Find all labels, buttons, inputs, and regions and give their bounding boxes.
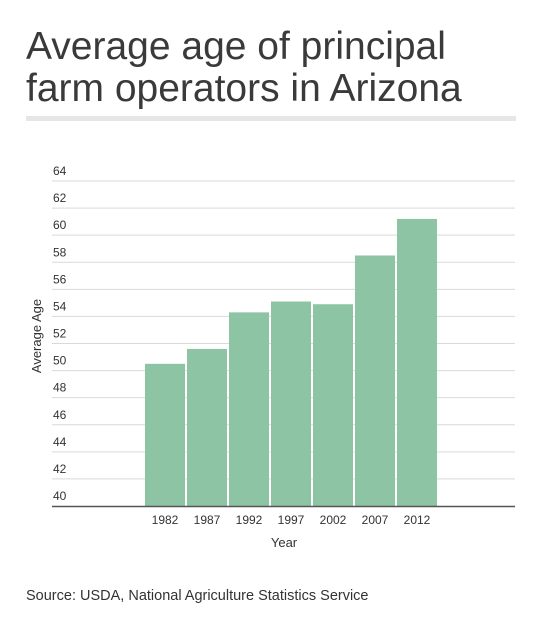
bar-1997 [271,301,311,506]
bar-1992 [229,312,269,506]
x-axis-label: Year [271,535,298,550]
title-divider [26,116,516,121]
y-tick-label: 50 [53,354,67,368]
x-tick-label: 2007 [362,513,389,527]
y-tick-label: 42 [53,462,67,476]
bar-2012 [397,218,437,506]
y-tick-label: 44 [53,435,67,449]
y-tick-label: 62 [53,191,67,205]
x-tick-labels: 1982 1987 1992 1997 2002 2007 2012 [152,513,431,527]
source-note: Source: USDA, National Agriculture Stati… [26,588,369,604]
x-tick-label: 1992 [236,513,263,527]
bar-2007 [355,255,395,506]
bar-1982 [145,363,185,506]
y-tick-labels: 40 42 44 46 48 50 52 54 56 58 60 62 64 [53,164,67,503]
y-tick-label: 52 [53,327,67,341]
y-tick-label: 40 [53,489,67,503]
x-tick-label: 1997 [278,513,305,527]
y-tick-label: 54 [53,299,67,313]
bars [145,218,437,506]
y-axis-label: Average Age [29,299,44,373]
y-tick-label: 48 [53,381,67,395]
x-tick-label: 2002 [320,513,347,527]
y-tick-label: 46 [53,408,67,422]
x-tick-label: 2012 [404,513,431,527]
chart-title: Average age of principal farm operators … [26,25,462,110]
y-tick-label: 60 [53,218,67,232]
y-tick-label: 56 [53,272,67,286]
bar-1987 [187,348,227,506]
bar-2002 [313,304,353,506]
x-tick-label: 1987 [194,513,221,527]
x-tick-label: 1982 [152,513,179,527]
y-tick-label: 58 [53,245,67,259]
y-tick-label: 64 [53,164,67,178]
